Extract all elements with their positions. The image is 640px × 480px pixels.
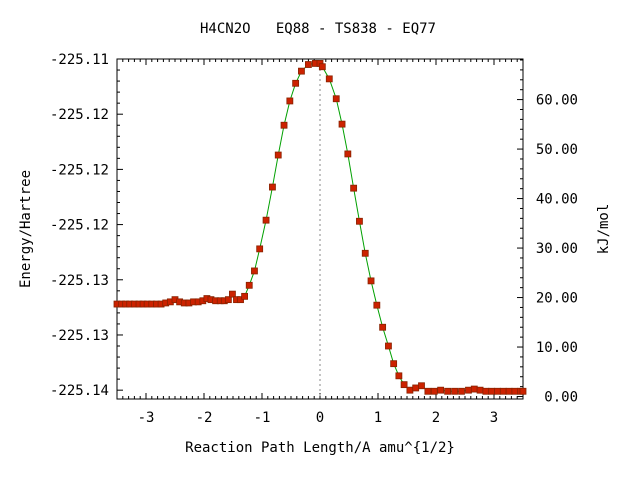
y2-tick-label: 30.00 [536, 241, 578, 257]
data-point [344, 150, 352, 158]
data-point [476, 386, 484, 394]
y-tick-label: -225.13 [50, 328, 109, 344]
data-point [332, 95, 340, 103]
x-tick-label: 3 [490, 410, 498, 426]
data-point [488, 387, 496, 395]
data-point [373, 301, 381, 309]
data-point [256, 245, 264, 253]
y-tick-label: -225.12 [50, 107, 109, 123]
data-point [424, 387, 432, 395]
data-point [280, 121, 288, 129]
data-point [350, 184, 358, 192]
x-tick-label: -2 [196, 410, 213, 426]
y-tick-label: -225.13 [50, 273, 109, 289]
data-point [298, 67, 305, 75]
data-point [274, 151, 282, 159]
data-point [361, 249, 369, 257]
data-point [511, 387, 519, 395]
data-point [430, 387, 438, 395]
y2-tick-label: 40.00 [536, 192, 578, 208]
y2-tick-label: 50.00 [536, 142, 578, 158]
data-point [406, 386, 414, 394]
data-point [418, 382, 425, 390]
data-point [470, 385, 478, 393]
data-point [444, 387, 452, 395]
data-point [245, 281, 253, 289]
axis-ticks [116, 58, 524, 399]
data-point [325, 75, 333, 83]
data-point [241, 292, 249, 300]
data-point [251, 267, 258, 275]
data-points [113, 60, 527, 395]
data-point [338, 120, 346, 128]
data-point [519, 387, 527, 395]
data-point [385, 342, 392, 350]
data-point [286, 97, 294, 105]
data-point [390, 360, 398, 368]
data-point [400, 381, 408, 389]
data-point [356, 217, 363, 225]
data-point [318, 63, 326, 71]
y2-tick-label: 20.00 [536, 291, 578, 307]
data-point [395, 372, 403, 380]
data-point [482, 387, 490, 395]
x-tick-label: -1 [254, 410, 271, 426]
y2-tick-label: 0.00 [544, 390, 578, 406]
y-tick-label: -225.12 [50, 218, 109, 234]
y-tick-labels: -225.14 -225.13 -225.13 -225.12 -225.12 -225.… [50, 52, 109, 399]
x-tick-labels: -3 -2 -1 0 1 2 3 [138, 410, 499, 426]
y-tick-label: -225.14 [50, 383, 109, 399]
y2-tick-labels: 0.00 10.00 20.00 30.00 40.00 50.00 60.00 [536, 93, 578, 406]
y-axis-label: Energy/Hartree [18, 170, 34, 288]
data-point [379, 323, 387, 331]
data-point [292, 79, 300, 87]
data-point [269, 183, 276, 191]
data-point [451, 387, 458, 395]
data-point [224, 296, 232, 304]
data-point [465, 386, 472, 394]
x-tick-label: 2 [432, 410, 440, 426]
reaction-path-curve [117, 62, 523, 392]
x-tick-label: 0 [316, 410, 324, 426]
data-point [262, 216, 270, 224]
data-point [229, 290, 236, 298]
data-point [437, 386, 445, 394]
y2-tick-label: 10.00 [536, 340, 578, 356]
y-tick-label: -225.12 [50, 162, 109, 178]
y2-tick-label: 60.00 [536, 93, 578, 109]
data-point [505, 387, 513, 395]
x-tick-label: 1 [374, 410, 382, 426]
data-point [494, 387, 501, 395]
data-point [367, 277, 375, 285]
data-point [499, 387, 507, 395]
data-point [412, 384, 420, 392]
y2-axis-label: kJ/mol [596, 204, 612, 255]
chart-title: H4CN2O EQ88 - TS838 - EQ77 [200, 21, 436, 37]
x-tick-label: -3 [138, 410, 155, 426]
data-point [458, 387, 465, 395]
y-tick-label: -225.11 [50, 52, 109, 68]
x-axis-label: Reaction Path Length/A amu^{1/2} [185, 440, 455, 456]
data-point [304, 61, 312, 68]
